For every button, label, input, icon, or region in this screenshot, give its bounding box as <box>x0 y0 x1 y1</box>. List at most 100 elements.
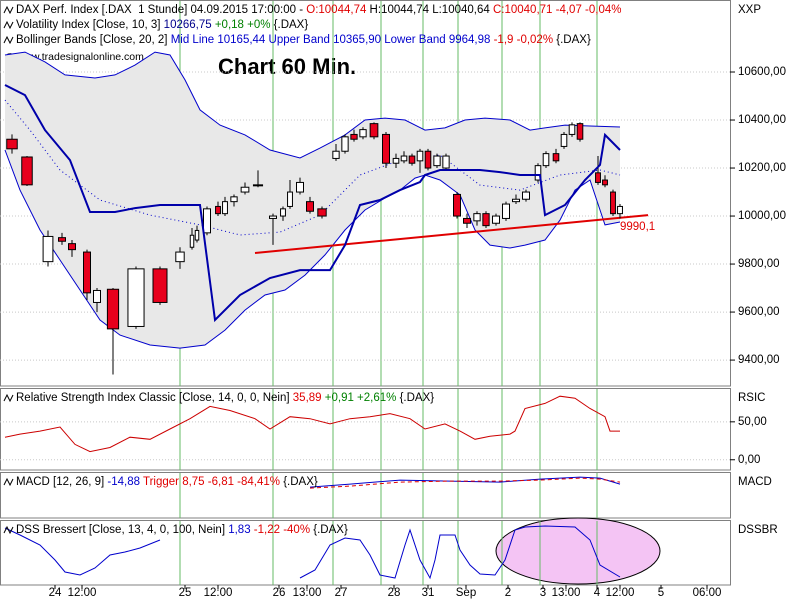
candle-body <box>400 155 408 162</box>
x-tick-label: 24 <box>49 587 62 599</box>
x-tick-label: 5 <box>658 587 664 599</box>
x-tick-label: 28 <box>388 587 401 599</box>
legend-part: 10266,75 <box>164 19 212 31</box>
x-tick-label: Sep <box>456 587 476 599</box>
candle-body <box>359 129 367 138</box>
legend-part: Trigger 8,75 -6,81 -84,41% <box>140 476 280 488</box>
candle-body <box>296 181 304 193</box>
candle-body <box>287 191 293 207</box>
candle-body <box>369 123 379 138</box>
candle-body <box>522 191 530 200</box>
y-tick-label: 9600,00 <box>738 306 780 318</box>
candle-body <box>240 186 250 193</box>
legend-text: MACD [12, 26, 9] -14,88 Trigger 8,75 -6,… <box>16 476 318 488</box>
x-tick-label: 2 <box>505 587 511 599</box>
legend-part: {.DAX} <box>310 524 348 536</box>
candle-body <box>568 124 576 135</box>
candle-body <box>189 234 195 248</box>
series-line <box>4 51 621 159</box>
legend-part: Volatility Index [Close, 10, 3] <box>16 19 164 31</box>
y-tick-label: 10200,00 <box>738 162 786 174</box>
legend-part: Bollinger Bands [Close, 20, 2] <box>16 34 171 46</box>
chart-title: Chart 60 Min. <box>218 54 356 79</box>
legend-part: 1,83 <box>228 524 250 536</box>
series-line <box>4 525 621 580</box>
legend-part: DAX Perf. Index [.DAX 1 Stunde] 04.09.20… <box>16 4 306 16</box>
macd-panel <box>0 472 731 519</box>
main-panel <box>0 0 731 387</box>
series-line <box>4 395 620 453</box>
y-tick-label: 9400,00 <box>738 354 780 366</box>
legend-text: DSS Bressert [Close, 13, 4, 0, 100, Nein… <box>16 524 348 536</box>
candle-body <box>482 213 490 227</box>
y-tick-label: 50,00 <box>738 416 767 428</box>
legend-part: DSS Bressert [Close, 13, 4, 0, 100, Nein… <box>16 524 228 536</box>
x-tick-label: 06:00 <box>693 587 722 599</box>
candle-body <box>350 133 358 140</box>
axis-label: MACD <box>738 476 772 488</box>
candle-body <box>453 193 461 217</box>
candle-body <box>21 156 33 186</box>
candle-body <box>392 157 400 164</box>
legend-icon <box>3 5 14 15</box>
x-tick-label: 12:00 <box>68 587 97 599</box>
candle-body <box>610 191 616 215</box>
legend-part: 35,89 <box>293 392 322 404</box>
candle-body <box>317 208 327 217</box>
series-line <box>309 477 621 489</box>
candle-body <box>58 237 66 242</box>
axis-label: RSIC <box>738 392 765 404</box>
candle-body <box>492 215 500 224</box>
candle-body <box>280 208 286 217</box>
trendline <box>254 214 649 255</box>
candle-body <box>106 288 120 330</box>
candle-body <box>463 217 471 224</box>
legend-text: Relative Strength Index Classic [Close, … <box>16 392 434 404</box>
x-tick-label: 12:00 <box>606 587 635 599</box>
candle-body <box>576 123 584 140</box>
x-tick-label: 27 <box>335 587 348 599</box>
legend-part: Mid Line 10165,44 Upper Band 10365,90 Lo… <box>171 34 491 46</box>
legend-part: {.DAX} <box>553 34 591 46</box>
legend-part: -1,22 -40% <box>251 524 310 536</box>
candle-body <box>42 235 54 263</box>
candle-body <box>416 150 424 162</box>
x-tick-label: 12:00 <box>204 587 233 599</box>
legend-part: H:10044,74 L:10040,64 <box>366 4 493 16</box>
y-tick-label: 0,00 <box>738 454 760 466</box>
candle-body <box>175 251 185 263</box>
legend-part: -1,9 -0,02% <box>490 34 553 46</box>
candle-body <box>382 133 390 164</box>
legend-icon <box>3 20 14 30</box>
legend-part: {.DAX} <box>396 392 434 404</box>
legend-icon <box>3 477 14 487</box>
legend-part: {.DAX} <box>270 19 308 31</box>
legend-part: Relative Strength Index Classic [Close, … <box>16 392 293 404</box>
series-line <box>309 476 621 488</box>
x-tick-label: 13:00 <box>293 587 322 599</box>
y-tick-label: 10400,00 <box>738 114 786 126</box>
x-tick-label: 3 <box>540 587 546 599</box>
candle-body <box>215 205 221 215</box>
candle-body <box>230 196 238 203</box>
legend-part: C:10040,71 -4,07 -0,04% <box>493 4 622 16</box>
candle-body <box>502 203 510 219</box>
legend-icon <box>3 393 14 403</box>
legend-text: DAX Perf. Index [.DAX 1 Stunde] 04.09.20… <box>16 4 621 16</box>
legend-part: +0,91 +2,61% <box>322 392 397 404</box>
candle-body <box>341 136 349 152</box>
y-tick-label: 9800,00 <box>738 258 780 270</box>
dss-panel <box>0 520 731 586</box>
axis-label: XXP <box>738 4 761 16</box>
x-tick-label: 31 <box>422 587 435 599</box>
candle-body <box>93 289 101 303</box>
x-tick-label: 13:00 <box>552 587 581 599</box>
legend-part: {.DAX} <box>280 476 318 488</box>
candle-body <box>252 184 264 187</box>
candle-body <box>408 155 416 164</box>
y-tick-label: 10600,00 <box>738 66 786 78</box>
candle-body <box>332 150 340 159</box>
y-tick-label: 10000,00 <box>738 210 786 222</box>
